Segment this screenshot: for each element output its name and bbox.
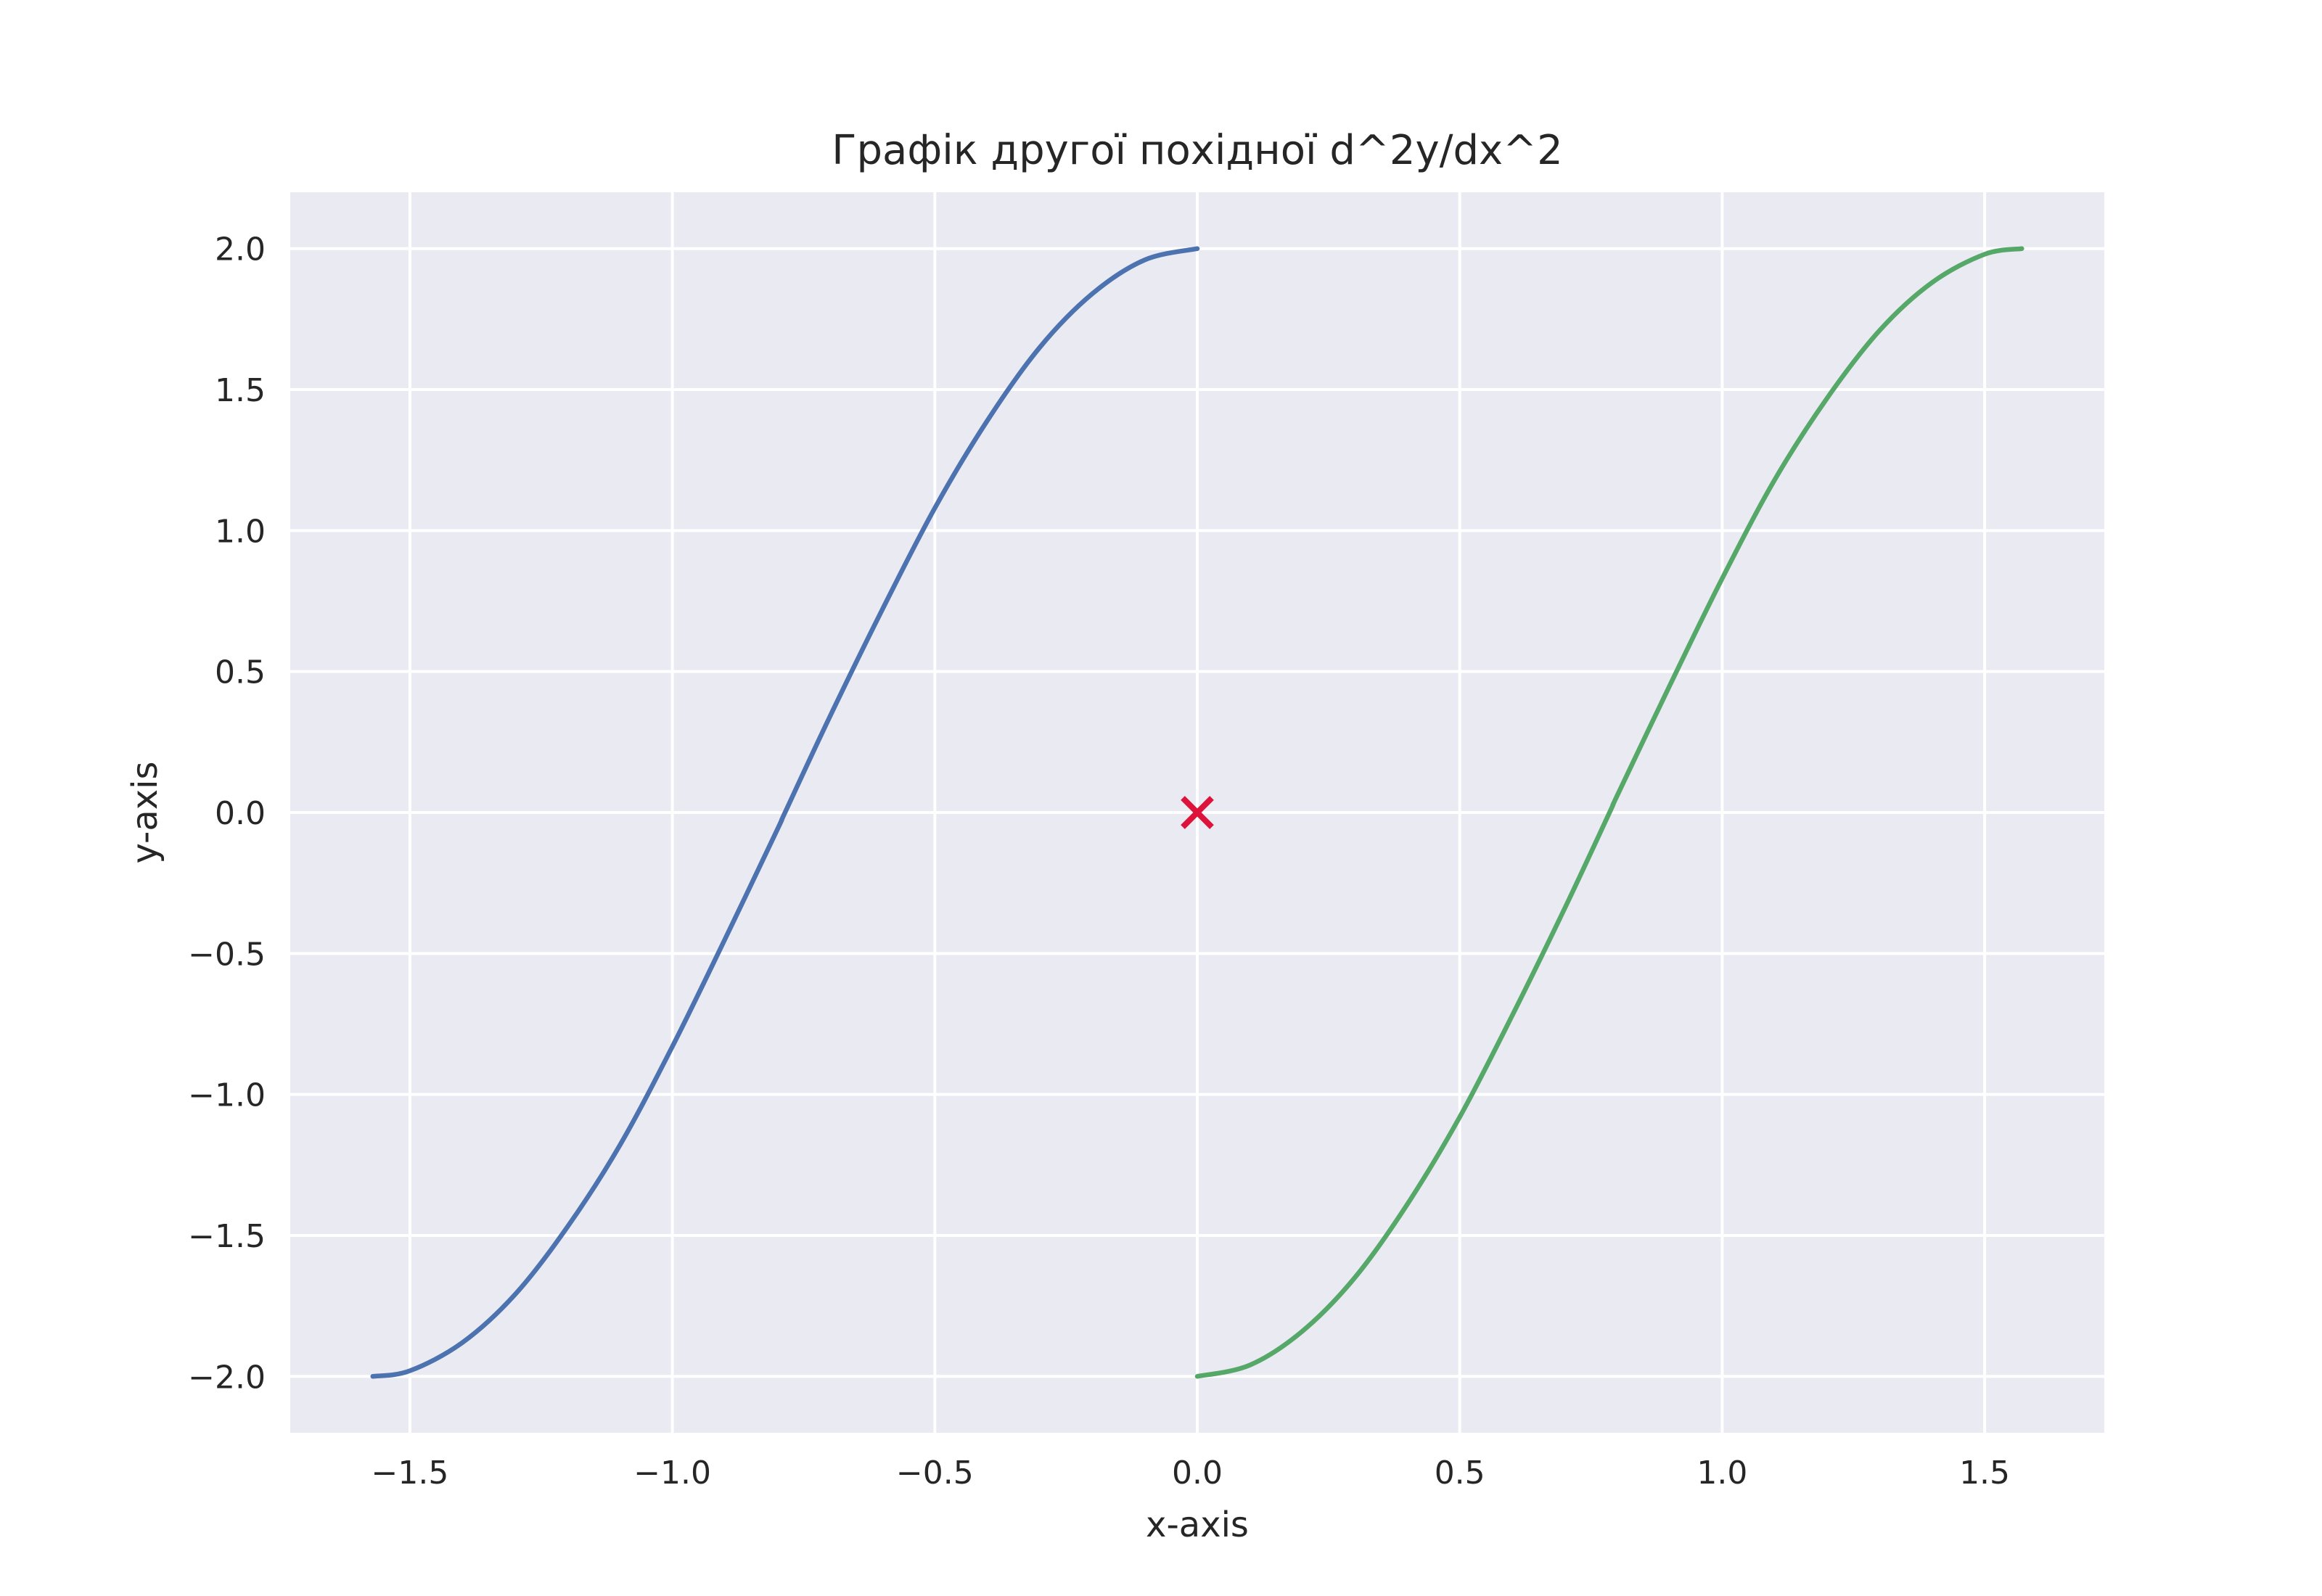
y-tick-label: −2.0 xyxy=(188,1359,266,1396)
y-tick-label: 1.0 xyxy=(215,513,266,550)
y-tick-label: 0.0 xyxy=(215,795,266,832)
x-tick-label: 0.0 xyxy=(1172,1455,1223,1492)
series-layer xyxy=(370,246,2024,1379)
x-tick-label: −1.5 xyxy=(372,1455,449,1492)
y-tick-label: 1.5 xyxy=(215,372,266,409)
tick-labels: −1.5 −1.0 −0.5 0.0 0.5 1.0 1.5 2.0 1.5 1.0 0.5 0.0 −… xyxy=(188,231,2010,1492)
x-tick-label: 1.0 xyxy=(1697,1455,1747,1492)
chart-title: Графік другої похідної d^2y/dx^2 xyxy=(832,127,1562,174)
x-axis-label: x-axis xyxy=(1146,1505,1249,1545)
x-tick-label: −0.5 xyxy=(896,1455,974,1492)
y-tick-label: 0.5 xyxy=(215,654,266,691)
series-line-2 xyxy=(1194,246,2024,1379)
x-marker xyxy=(1181,796,1214,829)
y-tick-label: −0.5 xyxy=(188,936,266,973)
series-line-1 xyxy=(370,246,1200,1379)
y-tick-label: −1.5 xyxy=(188,1218,266,1255)
x-tick-label: 1.5 xyxy=(1959,1455,2010,1492)
y-axis-label: y-axis xyxy=(125,761,165,863)
marker-layer xyxy=(1181,796,1214,829)
y-tick-label: 2.0 xyxy=(215,231,266,268)
x-tick-label: 0.5 xyxy=(1435,1455,1485,1492)
y-tick-label: −1.0 xyxy=(188,1077,266,1114)
x-tick-label: −1.0 xyxy=(633,1455,711,1492)
